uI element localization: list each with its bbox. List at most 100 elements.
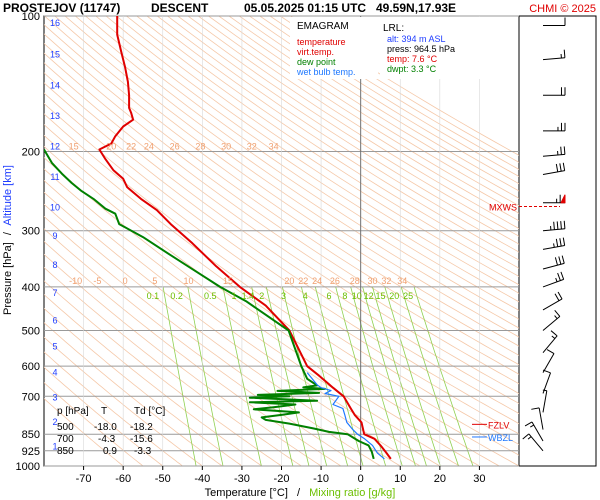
altitude-tick-label: 9 <box>52 231 57 241</box>
wind-barb <box>542 146 566 157</box>
wind-barb-feather <box>555 238 559 247</box>
wind-barb-feather <box>542 369 551 374</box>
wind-barb-feather <box>546 349 555 354</box>
adiabat-label: 34 <box>397 276 407 286</box>
wind-barbs <box>522 17 566 452</box>
altitude-tick-label: 10 <box>50 202 60 212</box>
table-header-p: p [hPa] <box>57 406 89 417</box>
mixing-ratio-label: 12 <box>364 291 374 301</box>
altitude-tick-label: 1 <box>52 441 57 451</box>
temperature-tick-label: -50 <box>155 473 171 485</box>
wind-barb <box>543 17 566 27</box>
table-row-500-p: 500 <box>57 422 74 433</box>
wind-barb-feather <box>559 238 562 247</box>
wind-barb <box>543 194 566 204</box>
wind-barb-feather <box>562 162 566 171</box>
level-markers: MXWS FZLV WBZL <box>472 202 560 443</box>
mixing-ratio-label: 10 <box>352 291 362 301</box>
pressure-tick-label: 850 <box>22 429 40 441</box>
wind-barb-staff <box>542 390 548 413</box>
dry-adiabat-line <box>44 24 519 356</box>
wind-barb-feather <box>553 221 555 230</box>
adiabat-label: 15 <box>223 276 233 286</box>
adiabat-label: 32 <box>247 141 257 151</box>
lrl-background <box>380 17 480 79</box>
x-axis-title-separator: / <box>297 487 301 499</box>
dry-adiabat-line <box>64 16 519 329</box>
mixing-ratio-label: 25 <box>403 291 413 301</box>
station-coords: 49.59N,17.93E <box>376 1 456 15</box>
dry-adiabat-line <box>75 16 519 320</box>
grid-lines <box>44 15 519 467</box>
table-row-850-t: 0.9 <box>103 446 117 457</box>
mixing-ratio-label: 0.1 <box>147 291 160 301</box>
wind-barb-half-feather <box>542 389 547 392</box>
wind-barb-feather <box>560 271 565 280</box>
pressure-tick-label: 100 <box>22 11 40 23</box>
wind-barb-half-feather <box>530 424 535 428</box>
x-axis-title-mixing: Mixing ratio [g/kg] <box>309 487 395 499</box>
dry-adiabat-line <box>44 102 519 435</box>
temperature-tick-label: -70 <box>76 473 92 485</box>
adiabat-label: 10 <box>183 276 193 286</box>
dry-adiabat-line <box>136 16 519 269</box>
adiabat-label: -10 <box>69 276 82 286</box>
mixing-ratio-label: 2 <box>259 291 264 301</box>
wind-barb <box>542 162 566 175</box>
adiabat-label: 20 <box>284 276 294 286</box>
wind-barb-feather <box>559 163 562 172</box>
dry-adiabat-line <box>44 82 519 414</box>
dry-adiabat-line <box>44 52 519 385</box>
adiabat-label: 22 <box>126 141 136 151</box>
temperature-tick-label: -40 <box>194 473 210 485</box>
adiabat-label: 28 <box>195 141 205 151</box>
y-axis-title-altitude: Altitude [km] <box>2 165 14 226</box>
adiabat-label: 30 <box>221 141 231 151</box>
wind-barb <box>542 220 566 232</box>
wind-barb-half-feather <box>551 335 556 339</box>
lrl-box: LRL: alt: 394 m ASL press: 964.5 hPa tem… <box>380 17 480 79</box>
legend-wet-bulb: wet bulb temp. <box>296 67 356 77</box>
wind-barb-feather <box>554 293 560 301</box>
legend-dew-point: dew point <box>297 57 336 67</box>
copyright: CHMI © 2025 <box>529 3 596 15</box>
mixing-ratio-label: 1 <box>231 291 236 301</box>
wind-barb-feather <box>560 221 562 230</box>
wind-barb-feather <box>563 146 566 155</box>
mixing-ratio-label: 3 <box>281 291 286 301</box>
dry-adiabat-line <box>95 16 519 303</box>
adiabat-label: 32 <box>381 276 391 286</box>
wind-barb <box>542 330 558 354</box>
altitude-tick-label: 7 <box>52 288 57 298</box>
table-header-td: Td [°C] <box>134 406 165 417</box>
wind-barb-staff <box>542 245 565 250</box>
mixing-ratio-label: 6 <box>326 291 331 301</box>
wbzl-label: WBZL <box>488 433 513 443</box>
mixing-ratio-label: 8 <box>342 291 347 301</box>
dry-adiabat-line <box>167 16 519 245</box>
temperature-tick-label: 20 <box>434 473 446 485</box>
dry-adiabat-line <box>126 16 519 277</box>
profile-mode: DESCENT <box>151 1 209 15</box>
adiabat-label: 26 <box>330 276 340 286</box>
altitude-tick-label: 11 <box>50 172 59 182</box>
series-temperature <box>98 16 392 460</box>
wind-barb-staff <box>542 316 561 331</box>
wind-barb-pennant <box>560 194 566 204</box>
x-axis-title: Temperature [°C] / Mixing ratio [g/kg] <box>205 487 396 499</box>
isoline-labels: 0.1 0.2 0.5 1 1.4 2 3 4 6 8 10 12 15 20 25-10 -5 0 5 10 15 2… <box>69 141 413 300</box>
mixing-ratio-label: 1.4 <box>242 291 255 301</box>
wind-barb-feather <box>555 163 559 172</box>
table-row-700-t: -4.3 <box>98 434 116 445</box>
table-row-500-td: -18.2 <box>130 422 153 433</box>
y-axis-title: Pressure [hPa] / Altitude [km] <box>2 165 14 315</box>
table-row-850-td: -3.3 <box>134 446 152 457</box>
wind-barb-half-feather <box>554 315 558 319</box>
dry-adiabat-line <box>44 72 519 404</box>
y-axis-title-separator: / <box>2 231 14 235</box>
mxws-label: MXWS <box>489 202 517 212</box>
table-row-700-p: 700 <box>57 434 74 445</box>
series-wet-bulb-temp <box>306 372 385 460</box>
temperature-tick-label: 10 <box>394 473 406 485</box>
